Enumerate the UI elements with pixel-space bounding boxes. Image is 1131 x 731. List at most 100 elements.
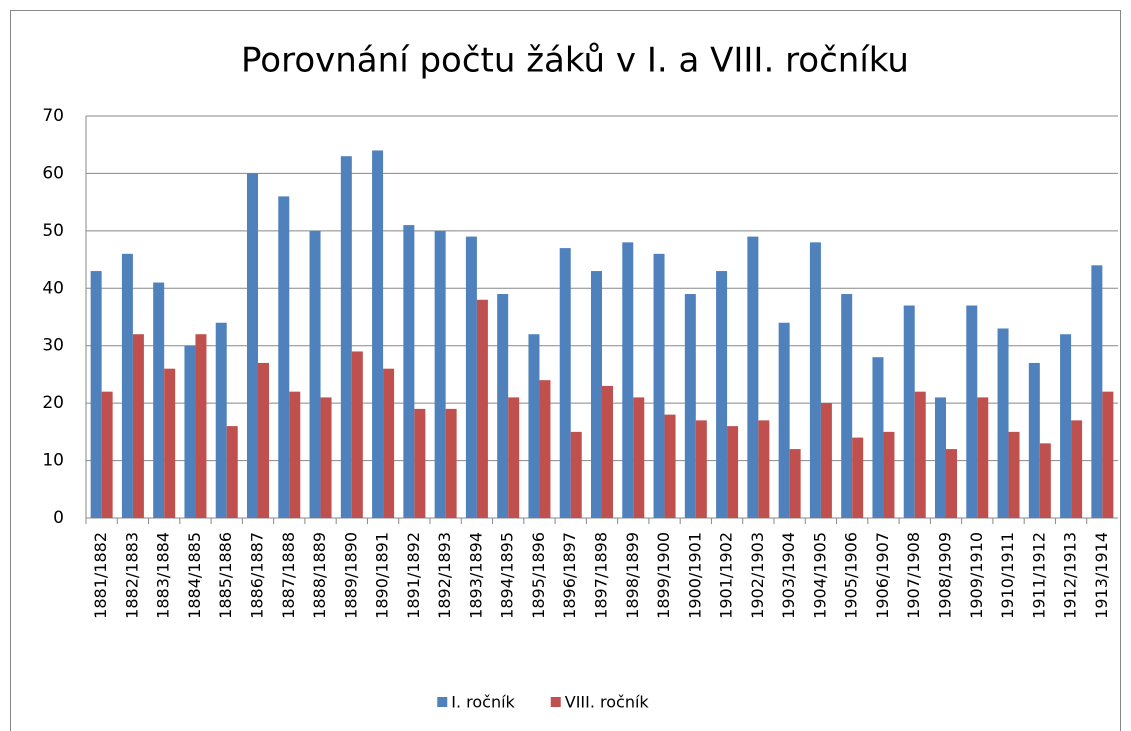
- bar: [622, 242, 634, 519]
- x-tick-label: 1911/1912: [1029, 532, 1048, 619]
- bar: [184, 345, 196, 518]
- bar: [289, 391, 301, 518]
- x-tick-label: 1907/1908: [904, 532, 923, 619]
- bar: [215, 322, 227, 518]
- bar: [559, 248, 571, 519]
- x-tick-label: 1892/1893: [435, 532, 454, 619]
- x-tick-label: 1905/1906: [842, 532, 861, 619]
- bar: [372, 150, 384, 518]
- x-tick-label: 1908/1909: [936, 532, 955, 619]
- bar: [101, 391, 113, 518]
- legend-swatch: [550, 697, 561, 707]
- bar: [727, 426, 739, 518]
- bar: [591, 271, 602, 518]
- bar: [132, 334, 144, 518]
- bar: [653, 253, 665, 519]
- bar: [997, 328, 1009, 518]
- x-tick-label: 1886/1887: [248, 532, 267, 619]
- legend-label: I. ročník: [451, 693, 515, 712]
- x-tick-label: 1891/1892: [404, 532, 423, 619]
- bar: [758, 420, 770, 518]
- x-tick-label: 1889/1890: [341, 532, 360, 619]
- x-tick-label: 1898/1899: [623, 532, 642, 619]
- bar: [1102, 391, 1114, 518]
- x-tick-label: 1883/1884: [154, 532, 173, 619]
- bar: [935, 397, 946, 518]
- x-tick-label: 1896/1897: [560, 532, 579, 619]
- bar: [497, 294, 509, 518]
- bar: [508, 397, 520, 518]
- bar: [247, 173, 258, 518]
- legend-label: VIII. ročník: [565, 693, 650, 712]
- bar: [1008, 431, 1020, 518]
- bar: [226, 426, 238, 518]
- bar: [1028, 362, 1040, 518]
- bar: [789, 449, 801, 518]
- x-tick-label: 1894/1895: [498, 532, 517, 619]
- bar: [570, 431, 582, 518]
- bar: [258, 362, 269, 518]
- bar: [883, 431, 895, 518]
- x-tick-label: 1893/1894: [466, 532, 485, 619]
- bar: [121, 253, 133, 519]
- y-tick-label: 60: [42, 163, 64, 183]
- bar: [351, 351, 363, 518]
- bar: [1039, 443, 1051, 518]
- bar: [278, 196, 290, 518]
- x-tick-label: 1904/1905: [810, 532, 829, 619]
- bar: [946, 449, 957, 518]
- x-tick-label: 1910/1911: [998, 532, 1017, 619]
- x-tick-label: 1900/1901: [685, 532, 704, 619]
- y-tick-label: 70: [42, 106, 64, 126]
- bar: [966, 305, 978, 518]
- x-tick-label: 1897/1898: [592, 532, 611, 619]
- bar: [903, 305, 915, 518]
- bar: [664, 414, 676, 518]
- x-tick-label: 1895/1896: [529, 532, 548, 619]
- x-tick-label: 1885/1886: [216, 532, 235, 619]
- y-tick-label: 0: [53, 508, 64, 528]
- chart-title: Porovnání počtu žáků v I. a VIII. ročník…: [241, 41, 909, 81]
- bar: [383, 368, 395, 518]
- x-tick-label: 1887/1888: [279, 532, 298, 619]
- y-tick-label: 30: [42, 336, 64, 356]
- x-tick-label: 1906/1907: [873, 532, 892, 619]
- bar: [414, 408, 426, 518]
- bar: [747, 236, 759, 518]
- bar: [476, 299, 488, 518]
- y-tick-label: 40: [42, 278, 64, 298]
- bar: [403, 225, 415, 518]
- x-tick-label: 1903/1904: [779, 532, 798, 619]
- bar: [309, 230, 321, 518]
- y-tick-label: 50: [42, 221, 64, 241]
- bar: [1060, 334, 1072, 518]
- bar: [1071, 420, 1083, 518]
- x-tick-label: 1882/1883: [122, 532, 141, 619]
- bar: [1091, 265, 1103, 518]
- x-tick-label: 1912/1913: [1061, 532, 1080, 619]
- bar: [602, 385, 613, 518]
- bar: [320, 397, 332, 518]
- bar: [809, 242, 821, 519]
- bar: [820, 403, 832, 518]
- bar: [195, 334, 207, 518]
- bar: [528, 334, 540, 518]
- bar: [716, 271, 728, 518]
- x-tick-label: 1913/1914: [1092, 532, 1111, 619]
- bar: [977, 397, 989, 518]
- x-tick-label: 1899/1900: [654, 532, 673, 619]
- bar: [90, 271, 102, 518]
- x-tick-label: 1888/1889: [310, 532, 329, 619]
- x-tick-label: 1890/1891: [373, 532, 392, 619]
- x-tick-label: 1909/1910: [967, 532, 986, 619]
- bar: [445, 408, 457, 518]
- x-tick-label: 1901/1902: [717, 532, 736, 619]
- bar: [153, 282, 165, 518]
- bar: [539, 380, 551, 518]
- x-tick-label: 1881/1882: [91, 532, 110, 619]
- x-tick-label: 1902/1903: [748, 532, 767, 619]
- bar: [841, 294, 853, 518]
- y-tick-label: 10: [42, 451, 64, 471]
- bar: [340, 156, 352, 518]
